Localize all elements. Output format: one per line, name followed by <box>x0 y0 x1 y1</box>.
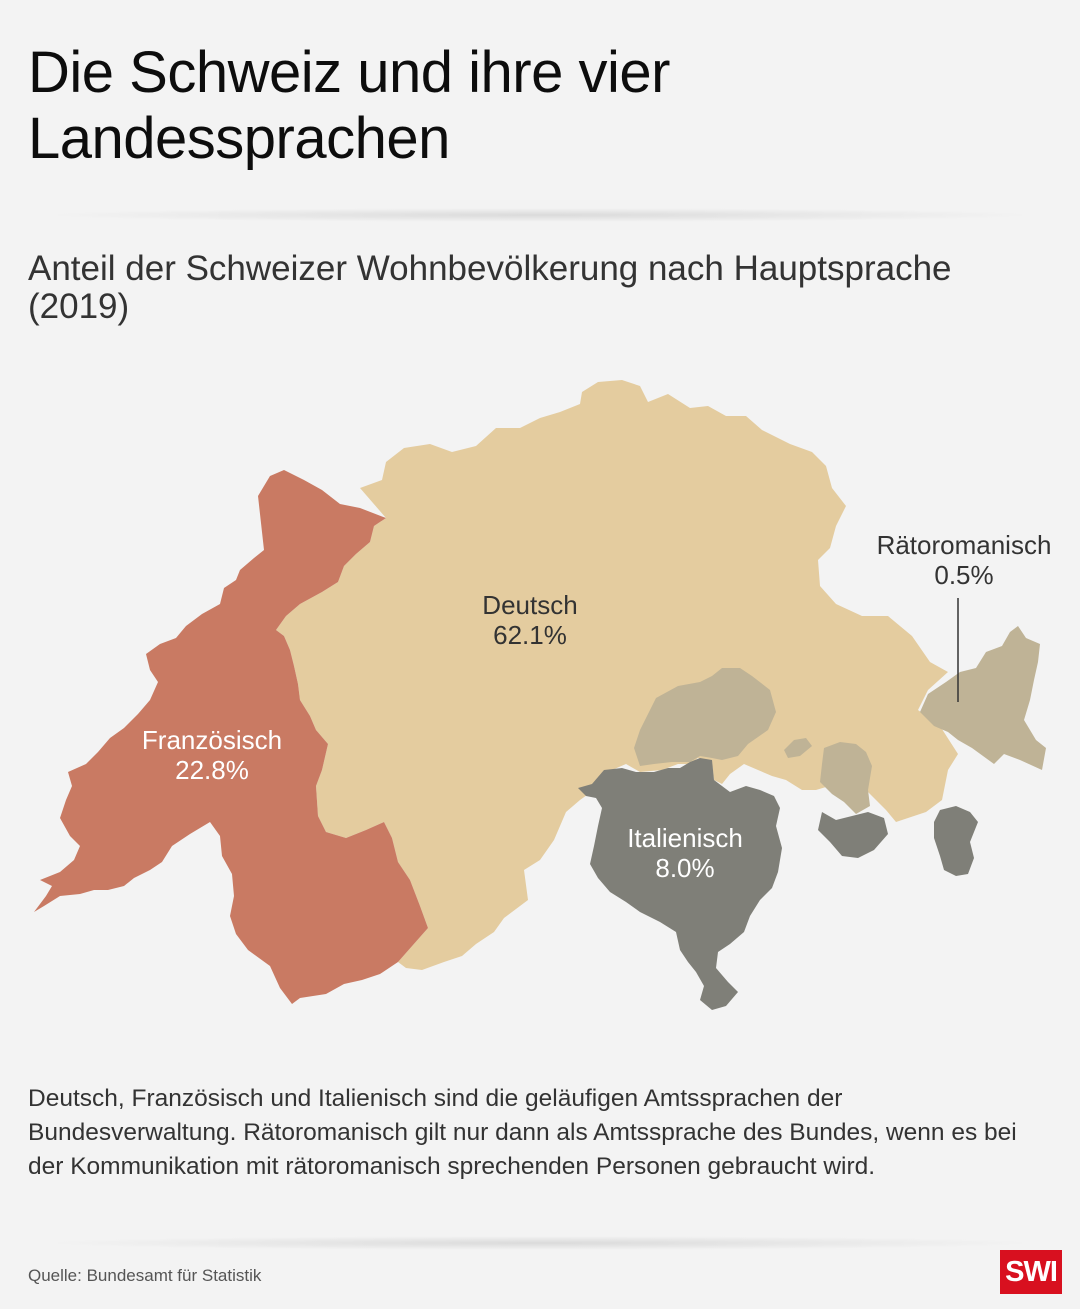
divider-top <box>40 208 1040 222</box>
label-deutsch: Deutsch <box>482 590 577 620</box>
region-italienisch[interactable] <box>578 758 782 1010</box>
region-raetoromanisch-small <box>784 738 812 758</box>
label-italienisch: Italienisch <box>627 823 743 853</box>
explanatory-note: Deutsch, Französisch und Italienisch sin… <box>28 1085 1017 1180</box>
share-deutsch: 62.1% <box>493 620 567 650</box>
page-title: Die Schweiz und ihre vier Landessprachen <box>28 40 670 171</box>
region-italienisch-poschiavo <box>934 806 978 876</box>
label-raetoromanisch: Rätoromanisch <box>877 530 1052 560</box>
region-raetoromanisch-central <box>634 668 776 766</box>
share-italienisch: 8.0% <box>655 853 714 883</box>
region-raetoromanisch[interactable] <box>920 626 1046 770</box>
share-franzoesisch: 22.8% <box>175 755 249 785</box>
region-deutsch[interactable] <box>276 380 958 970</box>
label-franzoesisch: Französisch <box>142 725 282 755</box>
page-subtitle: Anteil der Schweizer Wohnbevölkerung nac… <box>28 249 952 326</box>
source-credit: Quelle: Bundesamt für Statistik <box>28 1266 262 1285</box>
region-raetoromanisch-south <box>820 742 872 814</box>
divider-bottom <box>40 1236 1040 1250</box>
region-italienisch-moesa <box>818 812 888 858</box>
region-franzoesisch[interactable] <box>34 470 428 1004</box>
swi-logo: SWI <box>1000 1250 1062 1294</box>
share-raetoromanisch: 0.5% <box>934 560 993 590</box>
